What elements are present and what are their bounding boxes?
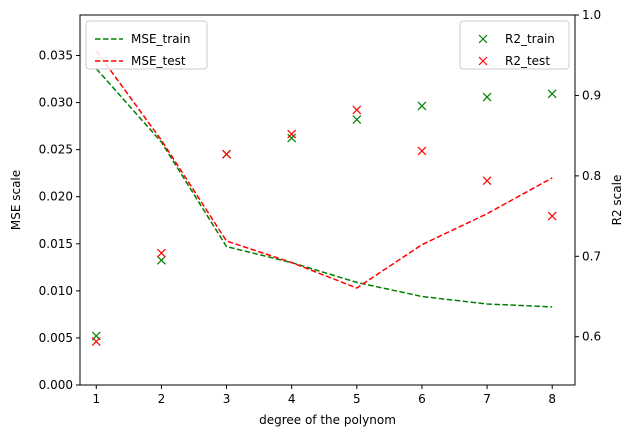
legend-label-MSE_train: MSE_train: [131, 32, 190, 46]
point-R2_test: [287, 129, 297, 139]
y-axis-left-label: MSE scale: [9, 170, 23, 230]
legend-box: [459, 20, 570, 70]
x-tick-label: 7: [483, 392, 491, 406]
y-axis-right: 0.6 0.7 0.8 0.9 1.0: [575, 8, 601, 344]
x-axis-label: degree of the polynom: [259, 413, 396, 427]
line-MSE_test: [95, 50, 553, 289]
y-left-tick-label: 0.015: [39, 237, 73, 251]
point-R2_test: [547, 211, 557, 221]
point-R2_test: [91, 337, 101, 346]
x-tick-label: 4: [288, 392, 296, 406]
point-R2_test: [156, 248, 166, 258]
legend-label-R2_train: R2_train: [505, 32, 555, 46]
point-R2_test: [417, 146, 427, 156]
x-tick-label: 1: [92, 392, 100, 406]
y-left-tick-label: 0.010: [39, 284, 73, 298]
point-R2_test: [482, 176, 492, 186]
point-R2_train: [156, 255, 166, 265]
y-right-tick-label: 0.9: [582, 88, 601, 102]
y-axis-right-label: R2 scale: [610, 175, 624, 226]
y-axis-left: 0.000 0.005 0.010 0.015 0.020 0.025 0.030 0.035: [39, 48, 80, 392]
x-tick-label: 8: [548, 392, 556, 406]
x-tick-label: 5: [353, 392, 361, 406]
point-R2_train: [417, 101, 427, 111]
point-R2_test: [352, 105, 362, 115]
x-tick-label: 6: [418, 392, 426, 406]
x-tick-label: 2: [158, 392, 166, 406]
point-R2_train: [352, 115, 362, 124]
y-right-tick-label: 1.0: [582, 8, 601, 22]
y-left-tick-label: 0.000: [39, 378, 73, 392]
legend-label-R2_test: R2_test: [505, 54, 550, 68]
y-left-tick-label: 0.035: [39, 48, 73, 62]
point-R2_train: [547, 89, 557, 99]
plot-area: [91, 50, 557, 346]
x-axis: 1 2 3 4 5 6 7 8: [92, 385, 556, 406]
point-R2_train: [482, 92, 492, 102]
legend-mse: MSE_train MSE_test: [85, 20, 208, 70]
legend-r2: R2_train R2_test: [459, 20, 570, 70]
series-R2_test: [91, 105, 557, 346]
y-right-tick-label: 0.8: [582, 169, 601, 183]
y-left-tick-label: 0.030: [39, 96, 73, 110]
y-right-tick-label: 0.6: [582, 330, 601, 344]
y-left-tick-label: 0.020: [39, 190, 73, 204]
legend-box: [85, 20, 208, 70]
legend-swatch-R2_test: [478, 56, 488, 66]
point-R2_test: [222, 149, 231, 159]
series-MSE_train: [95, 68, 553, 308]
plot-frame: [79, 14, 576, 386]
x-tick-label: 3: [223, 392, 231, 406]
y-left-tick-label: 0.025: [39, 143, 73, 157]
series-R2_train: [91, 89, 557, 341]
line-MSE_train: [95, 68, 553, 308]
point-R2_train: [287, 133, 297, 143]
series-MSE_test: [95, 50, 553, 289]
y-left-tick-label: 0.005: [39, 331, 73, 345]
legend-swatch-R2_train: [478, 34, 488, 44]
legend-label-MSE_test: MSE_test: [131, 54, 186, 68]
y-right-tick-label: 0.7: [582, 249, 601, 263]
